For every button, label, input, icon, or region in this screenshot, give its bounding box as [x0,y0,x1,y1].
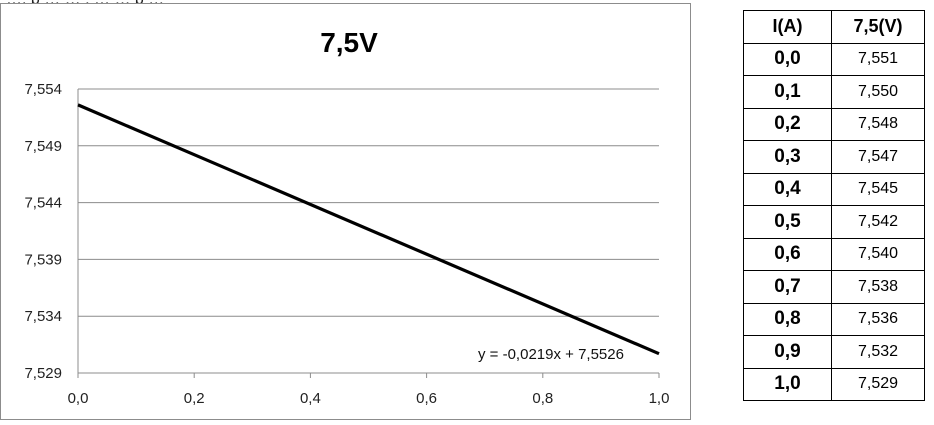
table-row: 0,3 7,547 [743,140,925,174]
chart-area: 7,5V 7,554 7,549 7,544 7,539 7,534 7,529 0,0 0,… [0,3,691,420]
y-tick-label: 7,544 [24,195,62,212]
cell-voltage: 7,540 [831,237,925,271]
x-tick-label: 0,4 [300,390,321,407]
trendline [77,103,660,356]
y-tick-label: 7,549 [24,138,62,155]
table-row: 0,9 7,532 [743,335,925,369]
x-tick-label: 0,8 [532,390,553,407]
table-row: 0,7 7,538 [743,270,925,304]
cell-voltage: 7,550 [831,75,925,109]
cell-voltage: 7,538 [831,270,925,304]
cell-voltage: 7,529 [831,367,925,401]
cell-voltage: 7,551 [831,42,925,76]
cell-voltage: 7,542 [831,205,925,239]
data-table: I(A) 7,5(V) 0,0 7,551 0,1 7,550 0,2 7,548 0,3 7… [743,10,925,401]
cell-voltage: 7,547 [831,140,925,174]
header-current: I(A) [743,10,832,44]
y-tick-label: 7,539 [24,251,62,268]
x-tick-label: 1,0 [649,390,670,407]
y-tick-label: 7,534 [24,308,62,325]
cell-current: 0,7 [743,270,832,304]
series-layer [77,103,660,356]
cell-voltage: 7,536 [831,302,925,336]
cell-current: 0,9 [743,335,832,369]
table-row: 1,0 7,529 [743,367,925,401]
line-chart: 7,5V 7,554 7,549 7,544 7,539 7,534 7,529 0,0 0,… [24,27,669,407]
cell-voltage: 7,545 [831,172,925,206]
table-header-row: I(A) 7,5(V) [743,10,925,44]
cell-current: 0,0 [743,42,832,76]
cell-current: 0,1 [743,75,832,109]
cell-voltage: 7,548 [831,107,925,141]
cell-current: 1,0 [743,367,832,401]
table-body: 0,0 7,551 0,1 7,550 0,2 7,548 0,3 7,547 0,4 7,545… [743,42,925,401]
table-row: 0,1 7,550 [743,75,925,109]
table-row: 0,0 7,551 [743,42,925,76]
chart-title: 7,5V [320,27,378,58]
cell-current: 0,3 [743,140,832,174]
table-row: 0,6 7,540 [743,237,925,271]
trendline-equation: y = -0,0219x + 7,5526 [478,346,624,363]
y-tick-label: 7,554 [24,81,62,98]
cell-current: 0,6 [743,237,832,271]
gridlines [78,88,659,317]
x-tick-label: 0,2 [184,390,205,407]
x-tick-label: 0,6 [416,390,437,407]
x-tick-label: 0,0 [68,390,89,407]
cell-current: 0,8 [743,302,832,336]
table-row: 0,5 7,542 [743,205,925,239]
cell-current: 0,4 [743,172,832,206]
cell-current: 0,5 [743,205,832,239]
y-tick-label: 7,529 [24,365,62,382]
axes: 7,554 7,549 7,544 7,539 7,534 7,529 0,0 0,2 0,4 0… [24,81,669,407]
header-voltage: 7,5(V) [831,10,925,44]
cell-voltage: 7,532 [831,335,925,369]
table-row: 0,8 7,536 [743,302,925,336]
table-row: 0,4 7,545 [743,172,925,206]
cell-current: 0,2 [743,107,832,141]
table-row: 0,2 7,548 [743,107,925,141]
